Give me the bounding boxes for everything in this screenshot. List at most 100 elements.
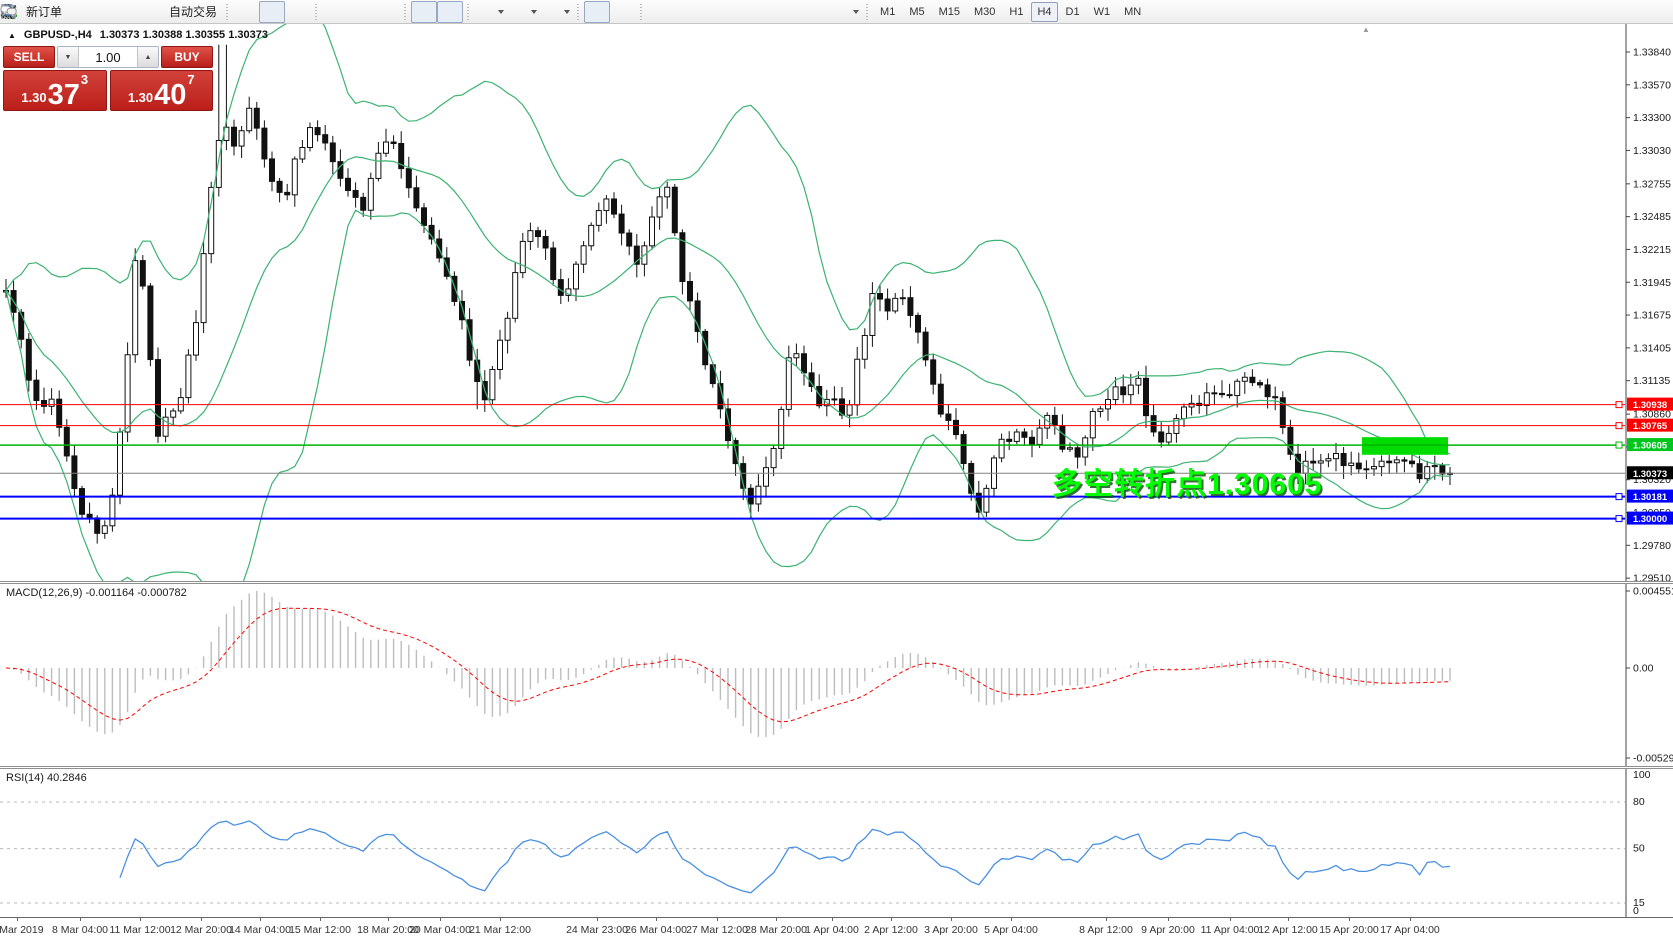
toolbar-grip[interactable] xyxy=(639,3,645,20)
autotrading-button[interactable]: 自动交易 xyxy=(0,1,222,23)
volume-increase-button[interactable]: ▲ xyxy=(137,47,158,67)
time-tick xyxy=(1168,918,1169,921)
timeframe-m15-button[interactable]: M15 xyxy=(938,5,960,18)
candle-body xyxy=(307,127,313,149)
hline-handle[interactable] xyxy=(1615,493,1623,501)
fibonacci-button[interactable]: F xyxy=(2,1,777,23)
hline-handle[interactable] xyxy=(1615,515,1623,523)
candle-body xyxy=(1241,376,1248,382)
price-level-badge[interactable] xyxy=(1627,438,1673,452)
price-level-badge[interactable] xyxy=(1627,489,1673,503)
tile-windows-button[interactable] xyxy=(2,1,400,23)
buy-price-big: 40 xyxy=(154,79,187,111)
toolbar-grip[interactable] xyxy=(576,3,582,20)
hline-handle[interactable] xyxy=(1615,441,1623,449)
panel-divider[interactable] xyxy=(0,581,1673,584)
candle-body xyxy=(1150,415,1157,433)
price-level-badge[interactable] xyxy=(1627,397,1673,411)
candle-body xyxy=(588,224,595,247)
price-level-badge[interactable] xyxy=(1627,418,1673,432)
current-price-badge[interactable] xyxy=(1627,466,1673,480)
text-label-icon: T xyxy=(1,3,825,20)
toolbar-grip[interactable] xyxy=(466,3,472,20)
horizontal-line-button[interactable] xyxy=(2,1,699,23)
toolbar-grip[interactable] xyxy=(865,3,871,20)
tag-button[interactable] xyxy=(1,1,93,23)
indicators-button[interactable] xyxy=(1,1,507,23)
vertical-line-button[interactable] xyxy=(7,1,673,23)
candle-body xyxy=(861,334,868,360)
candle-body xyxy=(124,354,131,433)
sell-button[interactable]: SELL xyxy=(3,46,55,68)
text-button[interactable]: A xyxy=(4,1,803,23)
timeframe-m5-button[interactable]: M5 xyxy=(909,5,925,18)
equidistant-channel-button[interactable]: E xyxy=(0,1,751,23)
time-tick xyxy=(1011,918,1012,921)
arrows-button[interactable] xyxy=(2,1,862,23)
periods-button[interactable] xyxy=(1,1,540,23)
price-level-badge[interactable] xyxy=(1627,511,1673,525)
panel-divider[interactable] xyxy=(0,766,1673,769)
buy-price-base: 1.30 xyxy=(127,90,154,105)
collapse-trade-panel-icon[interactable]: ▲ xyxy=(8,30,16,40)
sell-price-button[interactable]: 1.30 37 3 xyxy=(3,70,107,111)
trendline-button[interactable] xyxy=(1,1,725,23)
cursor-button[interactable] xyxy=(5,0,611,23)
timeframe-m30-button[interactable]: M30 xyxy=(974,5,996,18)
chevron-down-icon[interactable] xyxy=(853,9,860,14)
text-label-button[interactable]: T xyxy=(1,1,829,23)
buy-button[interactable]: BUY xyxy=(161,46,213,68)
search-icon xyxy=(1,3,1637,20)
search-button[interactable] xyxy=(1,1,1641,23)
crosshair-button[interactable] xyxy=(1,1,636,23)
templates-button[interactable] xyxy=(1,1,573,23)
timeframe-d1-button[interactable]: D1 xyxy=(1065,5,1080,18)
zoom-out-button[interactable] xyxy=(1,1,374,23)
volume-input[interactable]: 1.00 xyxy=(95,49,121,65)
candlestick-chart-button[interactable] xyxy=(2,0,286,23)
hline-handle[interactable] xyxy=(1615,422,1623,430)
time-label: 5 Apr 04:00 xyxy=(984,924,1038,936)
buy-price-button[interactable]: 1.30 40 7 xyxy=(109,70,213,111)
toolbar-grip[interactable] xyxy=(225,3,231,20)
timeframe-h1-button[interactable]: H1 xyxy=(1009,5,1024,18)
bar-chart-icon xyxy=(1,3,255,20)
community-button[interactable] xyxy=(2,1,119,23)
signals-button[interactable] xyxy=(2,1,145,23)
timeframe-w1-button[interactable]: W1 xyxy=(1093,5,1111,18)
toolbar-grip[interactable] xyxy=(314,3,320,20)
price-level-badge-text: 1.30765 xyxy=(1633,421,1668,432)
bar-chart-button[interactable] xyxy=(1,1,259,23)
zoom-in-button[interactable] xyxy=(1,1,348,23)
line-chart-button[interactable] xyxy=(0,1,311,23)
rsi-panel[interactable]: 100 80 50 150 xyxy=(0,769,1673,917)
main-chart[interactable]: 1.33840 1.33570 1.33300 1.33030 1.32755 1.324… xyxy=(0,24,1673,581)
timeframe-h4-button[interactable]: H4 xyxy=(1031,1,1058,22)
rsi-line xyxy=(119,820,1451,894)
toolbar-grip[interactable] xyxy=(403,3,409,20)
chevron-down-icon[interactable] xyxy=(564,9,571,14)
hline-handle[interactable] xyxy=(1615,401,1623,409)
chart-shift-button[interactable] xyxy=(3,0,464,23)
chart-shift-marker[interactable]: ▲ xyxy=(1362,25,1370,34)
candle-body xyxy=(892,297,899,312)
highlight-rectangle[interactable] xyxy=(1362,437,1448,455)
auto-scroll-button[interactable] xyxy=(4,0,438,23)
chevron-down-icon[interactable] xyxy=(531,9,538,14)
timeframe-m1-button[interactable]: M1 xyxy=(880,5,896,18)
candle-body xyxy=(86,513,93,519)
candle-body xyxy=(360,196,367,211)
time-label: 11 Apr 04:00 xyxy=(1200,924,1260,936)
timeframe-mn-button[interactable]: MN xyxy=(1124,5,1142,18)
chevron-down-icon[interactable] xyxy=(498,9,505,14)
fibonacci-icon: F xyxy=(2,3,773,20)
time-label: 20 Mar 04:00 xyxy=(409,924,471,936)
time-label: 28 Mar 20:00 xyxy=(745,924,807,936)
candle-body xyxy=(1325,458,1332,462)
macd-tick-label: 0.00 xyxy=(1633,663,1654,675)
chat-button[interactable] xyxy=(0,1,1667,23)
bollinger-middle-band xyxy=(5,156,1450,466)
volume-decrease-button[interactable]: ▼ xyxy=(58,47,79,67)
macd-panel[interactable]: 0.004551 0.00 -0.005295 xyxy=(0,584,1673,766)
